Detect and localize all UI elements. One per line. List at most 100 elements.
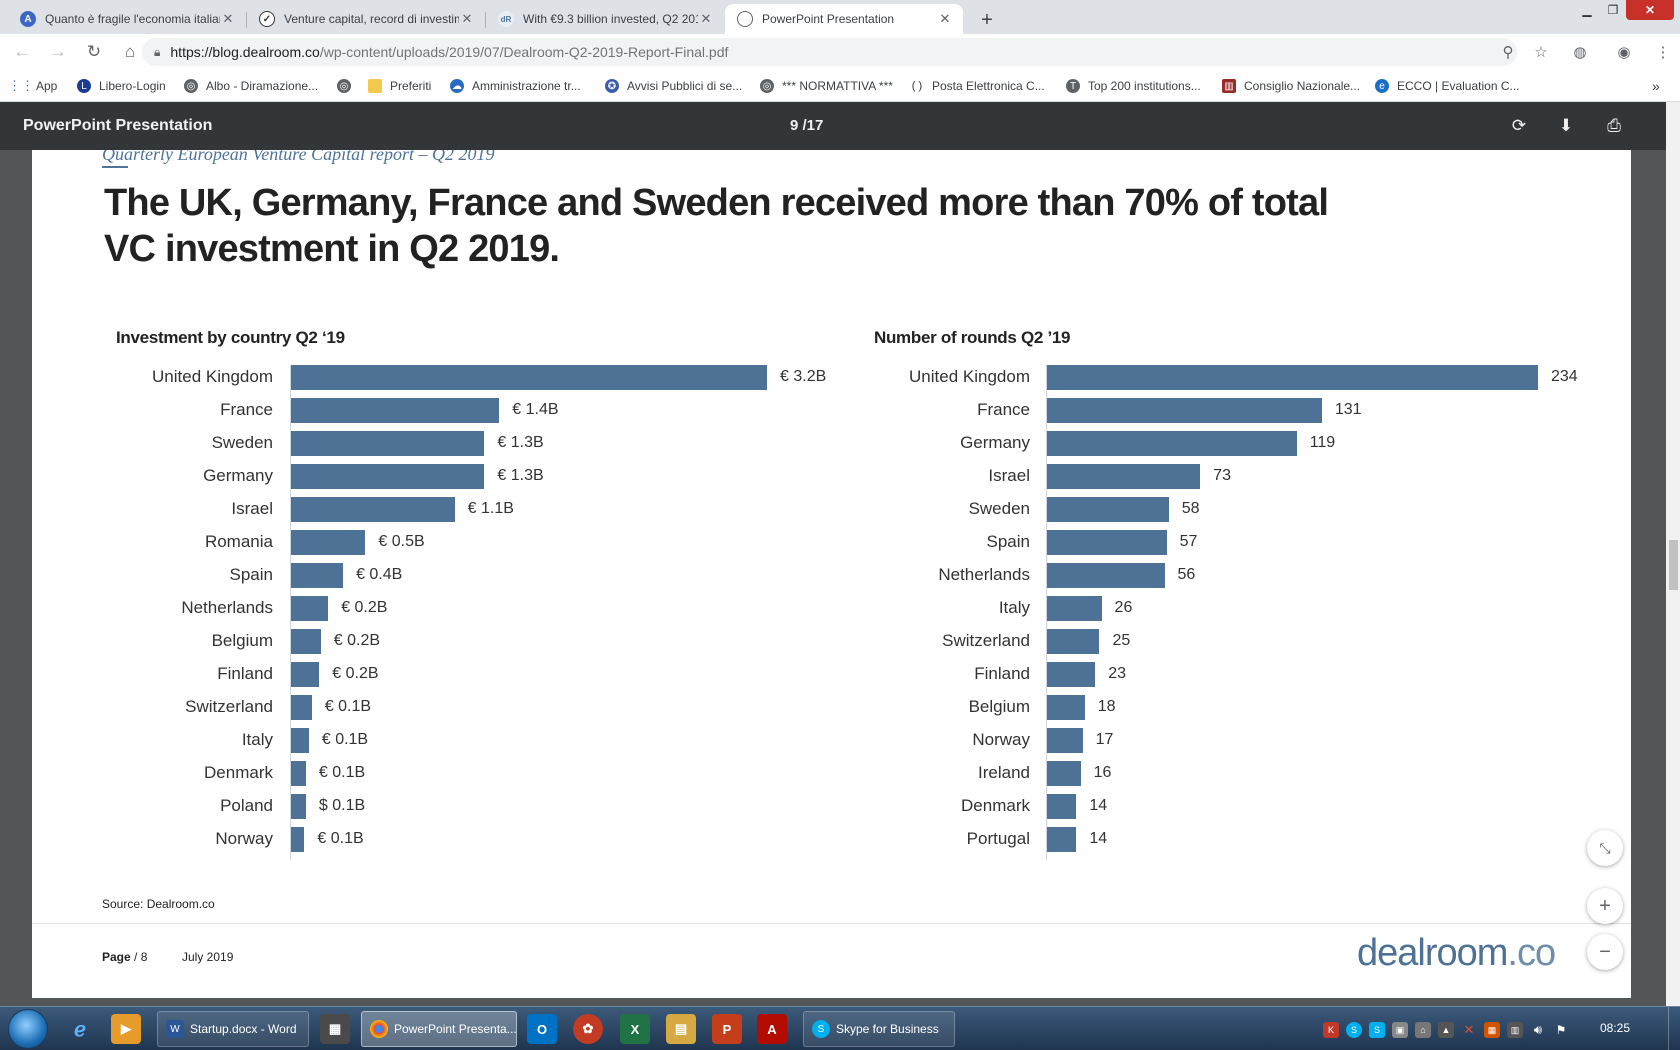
bookmark-label: Top 200 institutions...: [1088, 79, 1201, 93]
tab-venture-capital[interactable]: ✓ Venture capital, record di investiment…: [247, 4, 485, 34]
home-icon[interactable]: ⌂: [124, 42, 136, 61]
bookmark-libero[interactable]: L Libero-Login: [77, 76, 166, 96]
back-arrow-icon[interactable]: ←: [13, 42, 31, 61]
data-label: € 0.4B: [356, 566, 403, 583]
tab-title: Quanto è fragile l'economia italiana: [45, 12, 220, 26]
download-icon[interactable]: ⬇: [1558, 116, 1574, 135]
pdf-viewport[interactable]: Quarterly European Venture Capital repor…: [0, 150, 1666, 1006]
close-icon[interactable]: ✕: [700, 11, 712, 26]
vertical-scrollbar[interactable]: [1666, 102, 1680, 1006]
number-of-rounds-chart: United Kingdom 234 France 131 Germany 119 Isra…: [874, 365, 1601, 860]
file-explorer-icon[interactable]: ▤: [666, 1014, 696, 1044]
skype-business-tray-icon[interactable]: S: [1369, 1022, 1385, 1038]
bookmark-star-icon[interactable]: ☆: [1534, 44, 1548, 61]
category-label: United Kingdom: [152, 367, 273, 386]
category-label: Netherlands: [938, 565, 1030, 584]
reload-icon[interactable]: ↻: [86, 42, 102, 61]
bookmark-avvisi[interactable]: ✪ Avvisi Pubblici di se...: [605, 76, 742, 96]
forward-arrow-icon[interactable]: →: [49, 42, 67, 61]
calculator-icon[interactable]: ▦: [320, 1014, 350, 1044]
close-icon[interactable]: ✕: [939, 11, 951, 26]
tray-app-icon[interactable]: ▣: [1392, 1022, 1408, 1038]
bar: [1047, 728, 1083, 753]
bar: [1047, 695, 1085, 720]
zoom-icon[interactable]: ⚲: [1502, 44, 1514, 61]
bookmark-albo[interactable]: ◎ Albo - Diramazione...: [184, 76, 318, 96]
media-player-icon[interactable]: ▶: [111, 1014, 141, 1044]
chrome-icon: [370, 1020, 388, 1038]
new-tab-button[interactable]: +: [981, 8, 993, 31]
taskbar-task-word[interactable]: W Startup.docx - Word: [157, 1011, 309, 1047]
bookmark-preferiti[interactable]: Preferiti: [368, 76, 431, 96]
globe-icon: [737, 11, 753, 27]
start-button[interactable]: [8, 1009, 48, 1049]
profile-avatar-icon[interactable]: ◉: [1617, 44, 1631, 61]
show-desktop-button[interactable]: [1668, 1007, 1680, 1050]
close-icon[interactable]: ✕: [461, 11, 473, 26]
scrollbar-thumb[interactable]: [1669, 540, 1678, 590]
page-indicator[interactable]: 9 /17: [790, 117, 824, 134]
internet-explorer-icon[interactable]: ℯ: [74, 1018, 86, 1041]
powerpoint-icon[interactable]: P: [712, 1014, 742, 1044]
category-label: Ireland: [978, 763, 1030, 782]
tab-quanto-fragile[interactable]: A Quanto è fragile l'economia italiana ✕: [8, 4, 246, 34]
data-label: 25: [1112, 632, 1131, 649]
ecco-icon: e: [1375, 79, 1389, 93]
data-label: 26: [1114, 599, 1133, 616]
bookmark-cnr[interactable]: ▥ Consiglio Nazionale...: [1222, 76, 1360, 96]
close-icon[interactable]: ✕: [222, 11, 234, 26]
tab-title: With €9.3 billion invested, Q2 2019: [523, 12, 698, 26]
outlook-icon[interactable]: O: [527, 1014, 557, 1044]
system-clock[interactable]: 08:25: [1600, 1021, 1631, 1035]
page-number-value: / 8: [134, 950, 148, 964]
tab-dealroom-blog[interactable]: dR With €9.3 billion invested, Q2 2019 ✕: [486, 4, 724, 34]
acrobat-icon[interactable]: A: [757, 1014, 787, 1044]
tab-powerpoint-presentation[interactable]: PowerPoint Presentation ✕: [725, 4, 963, 34]
bookmark-app[interactable]: ⋮⋮ App: [8, 76, 57, 96]
bookmark-amministrazione[interactable]: ☁ Amministrazione tr...: [450, 76, 581, 96]
tab-strip: A Quanto è fragile l'economia italiana ✕…: [0, 0, 1680, 34]
network-icon[interactable]: ▥: [1507, 1022, 1523, 1038]
taskbar-task-chrome[interactable]: PowerPoint Presenta...: [361, 1011, 517, 1047]
tray-app-icon[interactable]: ▦: [1484, 1022, 1500, 1038]
subtitle-underline: [102, 166, 128, 168]
zoom-in-button[interactable]: +: [1587, 888, 1623, 924]
minimize-window-icon[interactable]: ▁: [1582, 3, 1592, 17]
action-center-flag-icon[interactable]: ⚑: [1555, 1023, 1567, 1037]
antivirus-tray-icon[interactable]: K: [1323, 1022, 1339, 1038]
bookmark-globe[interactable]: ◎: [337, 76, 359, 96]
zoom-out-button[interactable]: −: [1587, 934, 1623, 970]
menu-kebab-icon[interactable]: ⋮: [1655, 44, 1671, 61]
print-icon[interactable]: ⎙: [1607, 116, 1621, 135]
bookmark-normattiva[interactable]: ◎ *** NORMATTIVA ***: [760, 76, 893, 96]
bookmarks-bar: ⋮⋮ App L Libero-Login ◎ Albo - Diramazione.…: [0, 70, 1680, 102]
tray-close-icon[interactable]: ✕: [1463, 1022, 1475, 1037]
more-bookmarks-button[interactable]: »: [1652, 78, 1660, 94]
volume-icon[interactable]: 🔊︎: [1533, 1022, 1543, 1037]
category-label: Netherlands: [181, 598, 273, 617]
page-number: Page / 8: [102, 950, 147, 964]
network-drive-tray-icon[interactable]: ⌂: [1415, 1022, 1431, 1038]
address-bar[interactable]: 🔒︎ https://blog.dealroom.co/wp-content/u…: [142, 38, 1517, 66]
bar: [291, 596, 329, 621]
category-label: Norway: [972, 730, 1030, 749]
skype-tray-icon[interactable]: S: [1346, 1022, 1362, 1038]
tray-app-icon[interactable]: ▲: [1438, 1022, 1454, 1038]
excel-icon[interactable]: X: [620, 1014, 650, 1044]
bookmark-posta[interactable]: ( ) Posta Elettronica C...: [910, 76, 1045, 96]
maximize-window-icon[interactable]: ❐: [1607, 3, 1619, 17]
bookmark-ecco[interactable]: e ECCO | Evaluation C...: [1375, 76, 1520, 96]
extension-icon[interactable]: ◍: [1573, 44, 1587, 61]
taskbar-task-skype[interactable]: S Skype for Business: [803, 1011, 955, 1047]
bar-axis-line: [290, 365, 291, 860]
globe-icon: ◎: [184, 79, 198, 93]
fit-to-page-icon[interactable]: ⤡: [1587, 830, 1623, 866]
app-red-icon[interactable]: ✿: [573, 1014, 603, 1044]
bookmark-top200[interactable]: T Top 200 institutions...: [1066, 76, 1201, 96]
data-label: € 0.5B: [378, 533, 425, 550]
data-label: 23: [1108, 665, 1127, 682]
rotate-icon[interactable]: ⟳: [1511, 116, 1527, 135]
close-window-icon[interactable]: ✕: [1626, 0, 1674, 20]
bookmark-label: Amministrazione tr...: [472, 79, 581, 93]
bar: [291, 365, 767, 390]
